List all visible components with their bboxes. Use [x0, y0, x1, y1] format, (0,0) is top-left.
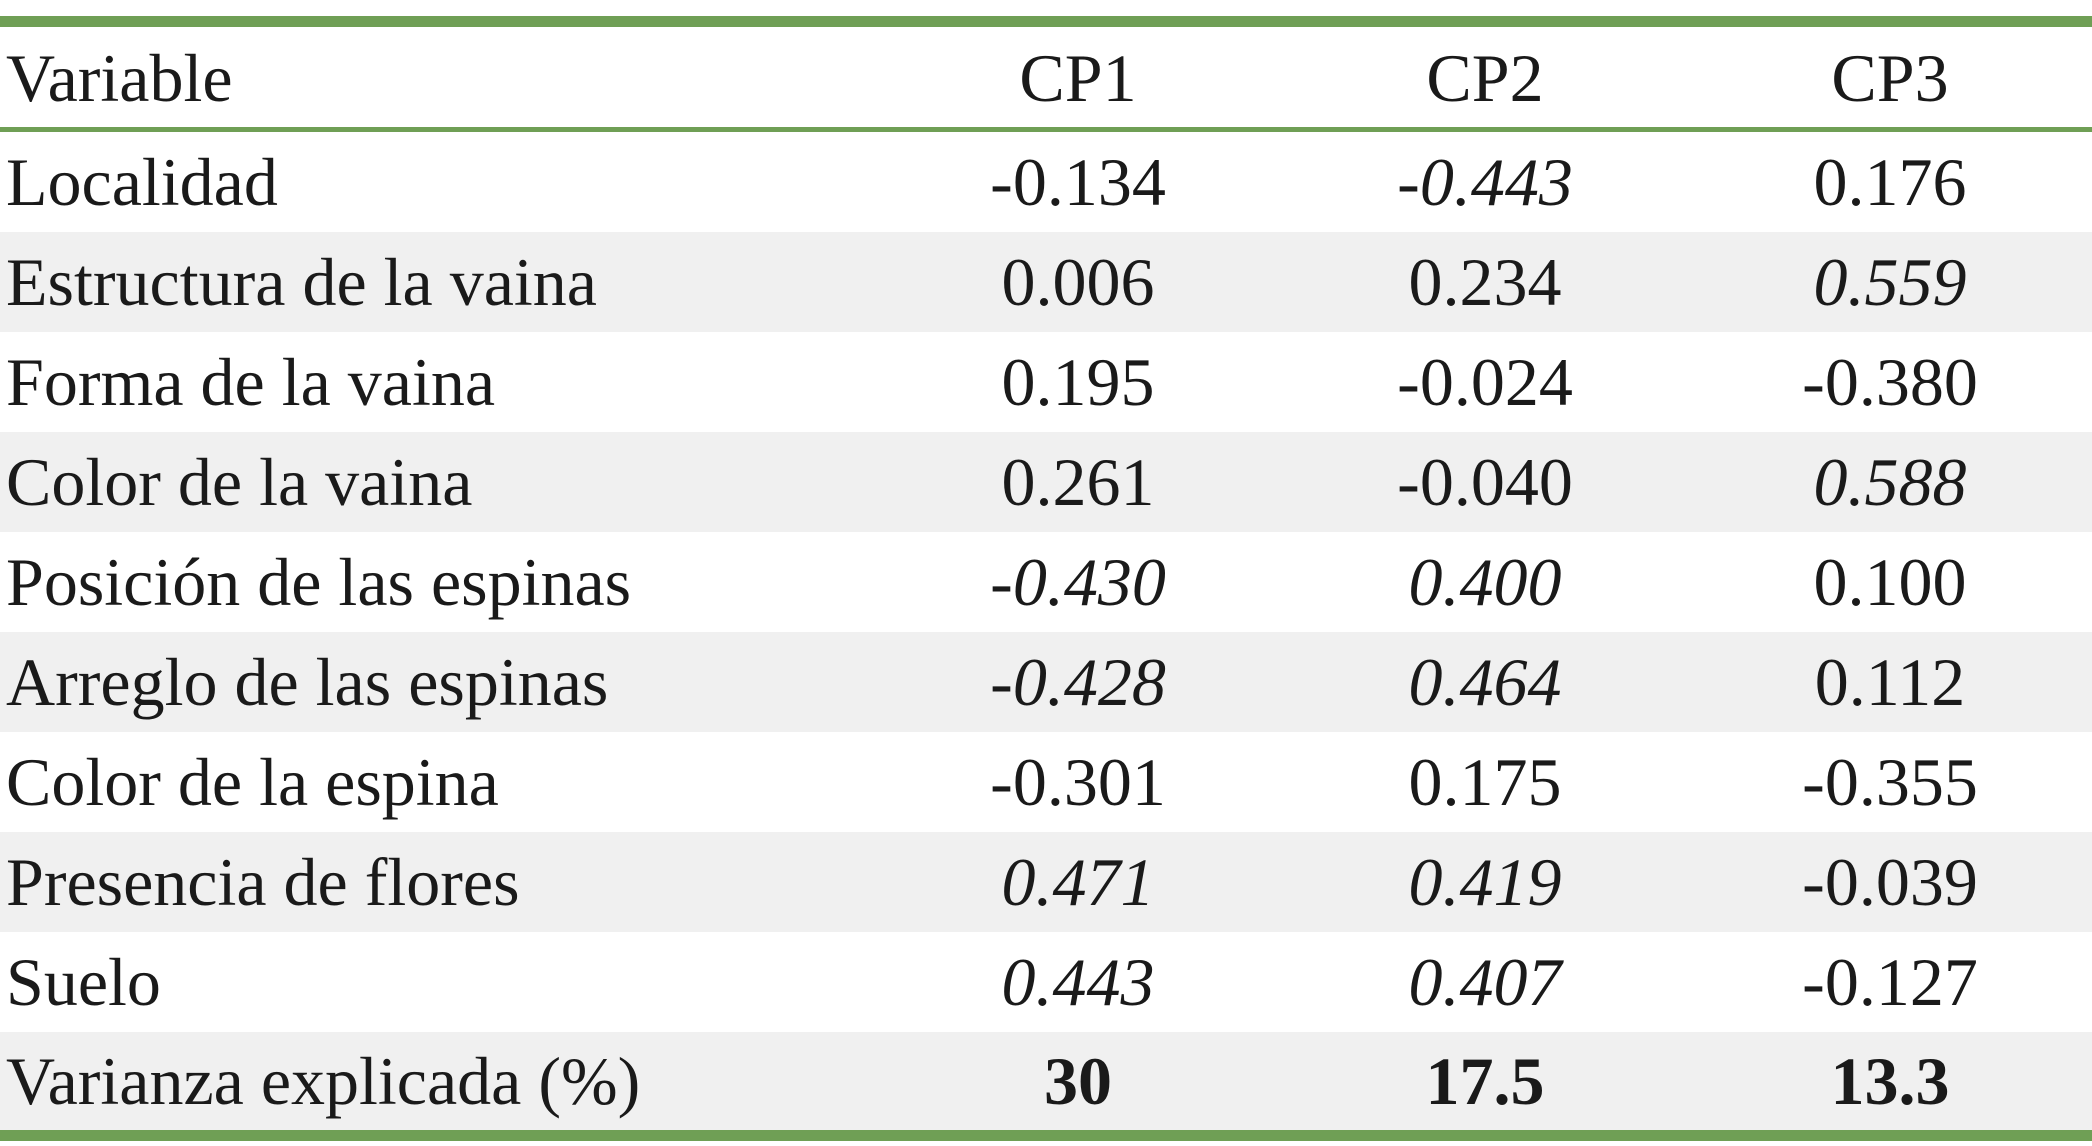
cell-value: 0.176	[1813, 143, 1967, 220]
cell-value: 0.195	[1001, 343, 1155, 420]
cell-value: 0.175	[1408, 743, 1562, 820]
cell-value: 0.471	[1001, 843, 1155, 920]
row-label: Estructura de la vaina	[6, 243, 597, 320]
cell-value: CP2	[1426, 40, 1544, 116]
cell-value: -0.024	[1397, 343, 1573, 420]
cell-value: -0.134	[990, 143, 1166, 220]
cell-value: -0.430	[990, 543, 1166, 620]
cell-value: -0.127	[1802, 943, 1978, 1020]
table-row: Arreglo de las espinas -0.428 0.464 0.112	[0, 632, 2092, 732]
row-label: Forma de la vaina	[6, 343, 496, 420]
table-row: Color de la vaina 0.261 -0.040 0.588	[0, 432, 2092, 532]
cell-value: -0.428	[990, 643, 1166, 720]
cell-value: -0.443	[1397, 143, 1573, 220]
cell-value: -0.040	[1397, 443, 1573, 520]
table-row: Color de la espina -0.301 0.175 -0.355	[0, 732, 2092, 832]
cell-value: 0.100	[1813, 543, 1967, 620]
row-label: Color de la espina	[6, 743, 499, 820]
header-row: Variable CP1 CP2 CP3	[0, 30, 2092, 127]
footer-row: Varianza explicada (%) 30 17.5 13.3	[0, 1032, 2092, 1130]
cell-value: 0.112	[1814, 643, 1966, 720]
table-row: Posición de las espinas -0.430 0.400 0.100	[0, 532, 2092, 632]
row-label: Color de la vaina	[6, 443, 473, 520]
cell-value: CP1	[1019, 40, 1137, 116]
cell-value: 0.443	[1001, 943, 1155, 1020]
cell-value: 17.5	[1425, 1042, 1545, 1119]
cell-value: -0.355	[1802, 743, 1978, 820]
cell-value: 0.419	[1408, 843, 1562, 920]
cell-value: -0.301	[990, 743, 1166, 820]
cell-value: 0.588	[1813, 443, 1967, 520]
bottom-rule	[0, 1130, 2092, 1141]
top-rule	[0, 16, 2092, 27]
header-rule	[0, 127, 2092, 132]
table-row: Forma de la vaina 0.195 -0.024 -0.380	[0, 332, 2092, 432]
row-label: Presencia de flores	[6, 843, 520, 920]
cell-value: 0.234	[1408, 243, 1562, 320]
row-label: Arreglo de las espinas	[6, 643, 609, 720]
cell-value: 30	[1044, 1042, 1112, 1119]
row-label: Posición de las espinas	[6, 543, 632, 620]
table-row: Localidad -0.134 -0.443 0.176	[0, 132, 2092, 232]
cell-value: 0.464	[1408, 643, 1562, 720]
cell-value: CP3	[1831, 40, 1949, 116]
cell-value: 13.3	[1830, 1042, 1950, 1119]
row-label: Localidad	[6, 143, 278, 220]
cell-value: -0.380	[1802, 343, 1978, 420]
cell-value: 0.400	[1408, 543, 1562, 620]
cell-value: 0.559	[1813, 243, 1967, 320]
cell-value: 0.006	[1001, 243, 1155, 320]
cell-value: 0.261	[1001, 443, 1155, 520]
cell-value: -0.039	[1802, 843, 1978, 920]
table-row: Estructura de la vaina 0.006 0.234 0.559	[0, 232, 2092, 332]
table-row: Presencia de flores 0.471 0.419 -0.039	[0, 832, 2092, 932]
table-row: Suelo 0.443 0.407 -0.127	[0, 932, 2092, 1032]
row-label: Variable	[6, 40, 233, 116]
row-label: Varianza explicada (%)	[6, 1042, 641, 1119]
row-label: Suelo	[6, 943, 161, 1020]
cell-value: 0.407	[1408, 943, 1562, 1020]
